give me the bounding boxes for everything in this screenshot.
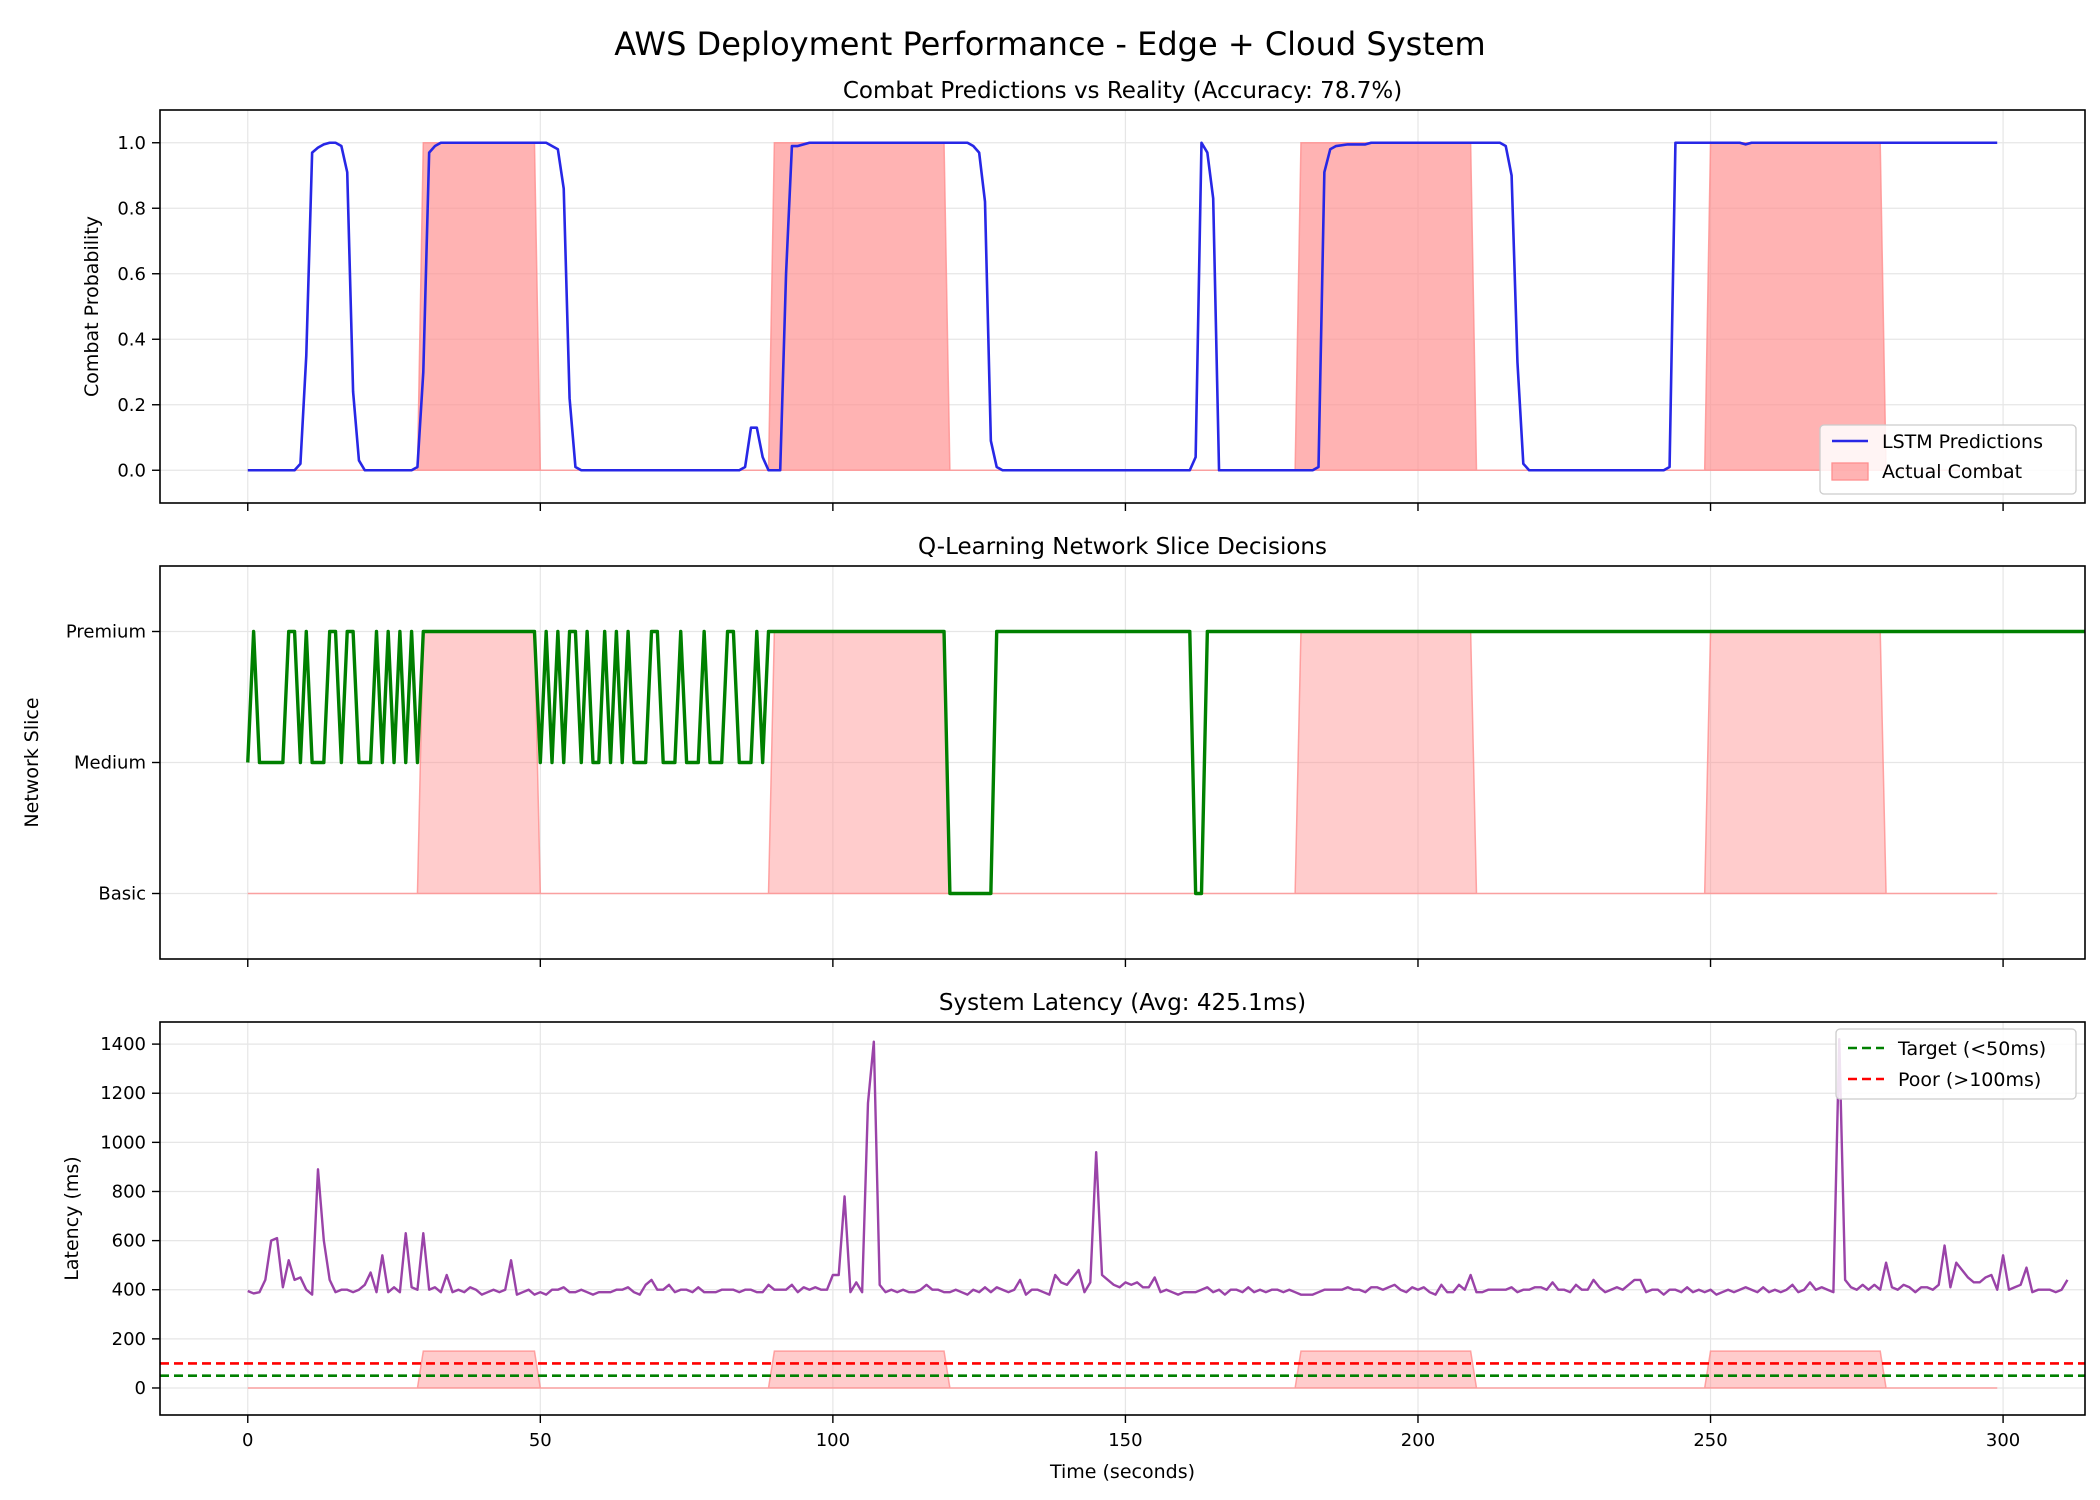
y-tick-label: 0.6 [117,264,146,285]
y-tick-label: 0.8 [117,198,146,219]
y-tick-label: 0.0 [117,460,146,481]
plot-area [247,141,1998,472]
y-tick-label: 800 [112,1181,146,1202]
x-tick-label: 50 [529,1430,552,1451]
y-tick-label: 0.4 [117,329,146,350]
actual-combat-area [247,1350,1998,1389]
legend-box [1835,1028,2077,1100]
legend-label-poor: Poor (>100ms) [1898,1069,2041,1091]
legend-label-target: Target (<50ms) [1897,1038,2046,1060]
x-tick-label: 150 [1108,1430,1142,1451]
actual-combat-area [247,142,1998,471]
x-tick-label: 0 [242,1430,253,1451]
legend-label-lstm: LSTM Predictions [1882,431,2043,453]
x-tick-label: 300 [1986,1430,2020,1451]
y-axis-label: Latency (ms) [61,1156,83,1280]
lstm-prediction-line [247,141,1998,472]
x-tick-label: 250 [1693,1430,1727,1451]
y-tick-label: 0 [135,1378,146,1399]
latency-line [247,1037,2069,1296]
legend-swatch-combat [1831,462,1869,481]
panel-title: Q-Learning Network Slice Decisions [918,534,1327,560]
y-tick-label: 1.0 [117,133,146,154]
panel-1: 0.0 0.2 0.4 0.6 0.8 1.0 Combat Predictions vs … [81,78,2086,511]
y-tick-label: 600 [112,1231,146,1252]
legend: LSTM Predictions Actual Combat [1819,424,2077,495]
y-tick-label: 400 [112,1280,146,1301]
legend-box [1819,424,2077,495]
x-tick-label: 100 [816,1430,850,1451]
x-tick-label: 200 [1401,1430,1435,1451]
figure-title: AWS Deployment Performance - Edge + Clou… [614,25,1485,63]
y-axis-label: Combat Probability [81,216,103,397]
y-tick-label: 1400 [100,1034,146,1055]
network-slice-line [246,629,2085,896]
y-tick-label: 0.2 [117,395,146,416]
panel-title: Combat Predictions vs Reality (Accuracy:… [843,78,1402,104]
y-tick-label: Basic [98,884,146,905]
y-tick-label: 200 [112,1329,146,1350]
plot-area [160,1037,2085,1389]
panel-frame [159,1021,2086,1416]
y-tick-label: Medium [74,753,146,774]
plot-area [246,629,2085,896]
legend-label-combat: Actual Combat [1882,461,2022,483]
legend: Target (<50ms) Poor (>100ms) [1835,1028,2077,1100]
panel-title: System Latency (Avg: 425.1ms) [939,990,1306,1016]
x-axis-label: Time (seconds) [1049,1461,1195,1483]
y-axis-label: Network Slice [21,697,43,827]
y-tick-label: 1000 [100,1132,146,1153]
panel-frame [159,109,2086,504]
y-tick-label: Premium [66,622,146,643]
y-tick-label: 1200 [100,1083,146,1104]
panel-2: Basic Medium Premium Q-Learning Network Sli… [21,534,2086,967]
panel-3: 0 50 100 150 200 250 300 0 200 400 600 800 1000 1200 1… [61,990,2086,1483]
